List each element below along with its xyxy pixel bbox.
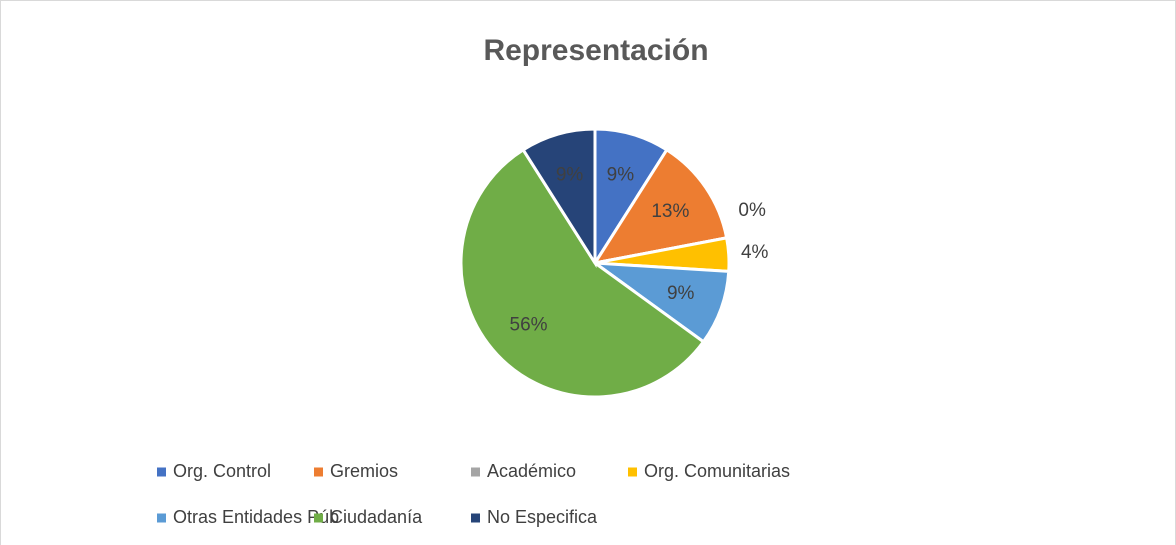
data-label: 13% — [651, 201, 689, 222]
legend-swatch — [157, 467, 166, 477]
pie-slice — [459, 147, 706, 399]
legend-label: No Especifica — [487, 507, 598, 527]
legend-label: Académico — [487, 461, 576, 481]
legend-swatch — [471, 513, 480, 523]
legend-swatch — [314, 513, 323, 523]
data-label: 9% — [607, 165, 635, 186]
legend-label: Org. Comunitarias — [644, 461, 790, 481]
data-label: 0% — [738, 200, 766, 221]
data-label: 56% — [510, 314, 548, 335]
data-label: 9% — [556, 165, 584, 186]
pie-slice — [591, 147, 729, 266]
legend-label: Org. Control — [173, 461, 271, 481]
pie-slice — [521, 127, 597, 269]
legend-swatch — [628, 467, 637, 477]
legend-label: Gremios — [330, 461, 398, 481]
data-label: 4% — [741, 242, 769, 263]
legend-swatch — [314, 467, 323, 477]
legend-swatch — [157, 513, 166, 523]
legend-swatch — [471, 467, 480, 477]
legend-label: Ciudadanía — [330, 507, 423, 527]
legend-label: Otras Entidades Púb — [173, 507, 339, 527]
chart-title: Representación — [483, 34, 708, 67]
data-label: 9% — [667, 283, 695, 304]
